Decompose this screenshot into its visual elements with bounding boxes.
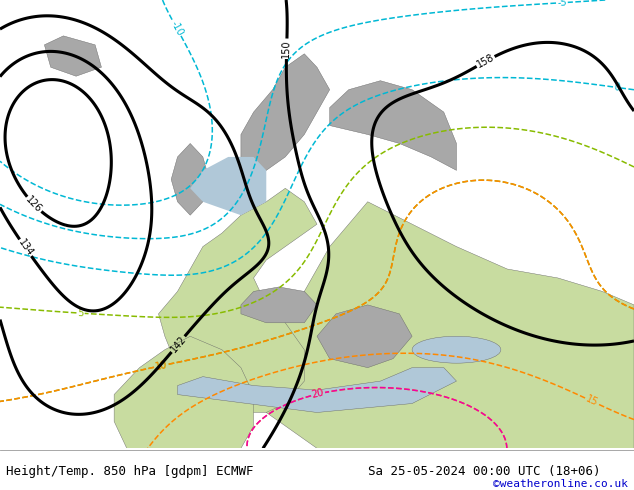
Polygon shape — [178, 368, 456, 413]
Polygon shape — [330, 81, 456, 171]
Polygon shape — [317, 305, 412, 368]
Polygon shape — [114, 336, 254, 448]
Text: 5: 5 — [77, 308, 84, 319]
Text: 10: 10 — [154, 360, 168, 372]
Text: 158: 158 — [475, 52, 496, 70]
Text: 0: 0 — [613, 82, 621, 93]
Polygon shape — [241, 287, 317, 323]
Text: 126: 126 — [24, 195, 44, 215]
Polygon shape — [241, 54, 330, 179]
Text: Height/Temp. 850 hPa [gdpm] ECMWF: Height/Temp. 850 hPa [gdpm] ECMWF — [6, 465, 254, 478]
Text: 15: 15 — [584, 394, 599, 408]
Text: Sa 25-05-2024 00:00 UTC (18+06): Sa 25-05-2024 00:00 UTC (18+06) — [368, 465, 600, 478]
Text: 142: 142 — [169, 334, 188, 354]
Polygon shape — [254, 202, 634, 448]
Polygon shape — [190, 157, 266, 215]
Polygon shape — [158, 188, 317, 413]
Text: 150: 150 — [281, 39, 292, 58]
Ellipse shape — [412, 336, 501, 363]
Text: -5: -5 — [557, 0, 567, 8]
Polygon shape — [171, 144, 209, 215]
Text: 10: 10 — [154, 360, 168, 372]
Text: 134: 134 — [16, 237, 35, 258]
Text: ©weatheronline.co.uk: ©weatheronline.co.uk — [493, 479, 628, 489]
Polygon shape — [44, 36, 101, 76]
Text: 20: 20 — [311, 388, 325, 400]
Text: 20: 20 — [311, 388, 325, 400]
Text: -10: -10 — [169, 19, 185, 37]
